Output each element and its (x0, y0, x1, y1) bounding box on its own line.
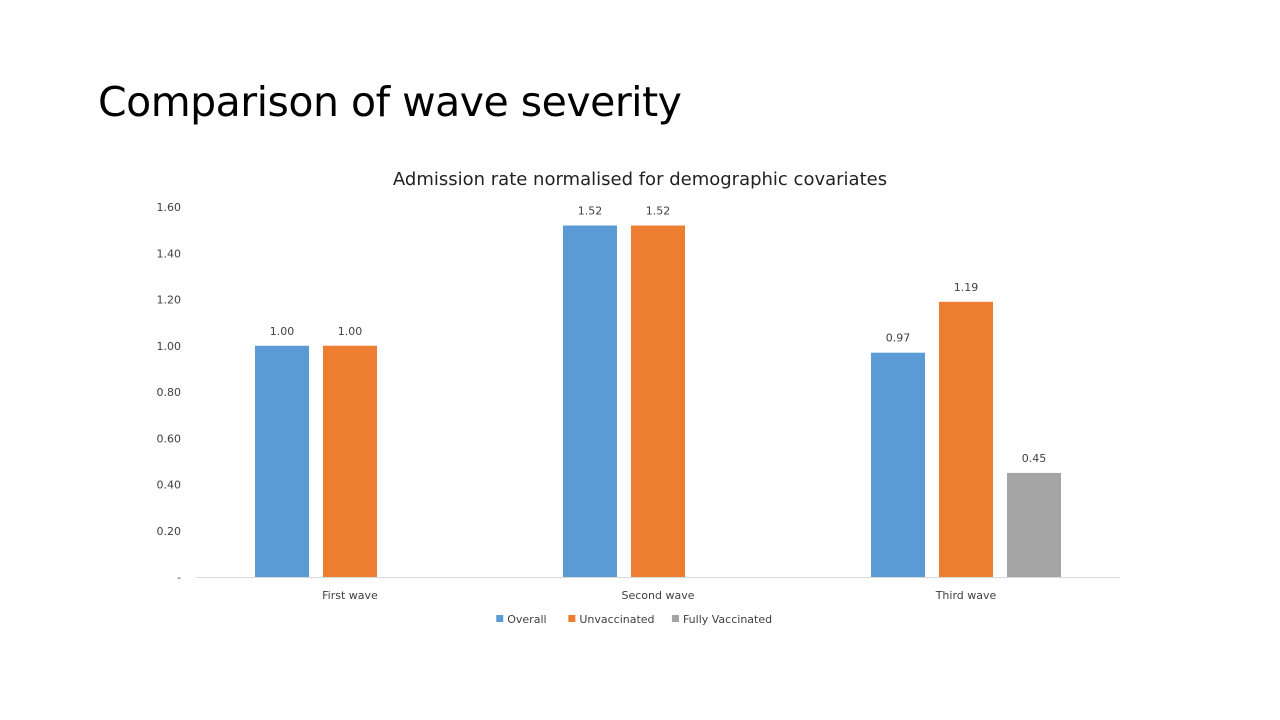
legend-swatch (671, 615, 679, 622)
slide-title: Comparison of wave severity (98, 78, 682, 126)
y-tick-label: 0.40 (157, 479, 182, 492)
y-tick-label: 0.20 (157, 525, 182, 538)
bar (1007, 472, 1061, 577)
bar (563, 225, 617, 577)
y-tick-label: 0.60 (157, 432, 182, 445)
y-tick-label: 0.80 (157, 386, 182, 399)
legend-label: Overall (507, 613, 546, 626)
bar (631, 225, 685, 577)
legend-swatch (496, 615, 504, 622)
bar (939, 301, 993, 577)
legend-label: Fully Vaccinated (683, 613, 772, 626)
x-tick-label: Second wave (622, 589, 695, 602)
data-label: 1.19 (954, 281, 979, 294)
chart-title: Admission rate normalised for demographi… (393, 169, 887, 190)
data-label: 1.52 (578, 205, 603, 218)
data-label: 0.97 (886, 332, 911, 345)
x-tick-label: First wave (322, 589, 378, 602)
bar (871, 352, 925, 577)
bar (323, 345, 377, 577)
y-tick-label: 1.00 (157, 340, 182, 353)
legend-label: Unvaccinated (579, 613, 654, 626)
data-label: 1.52 (646, 205, 671, 218)
y-tick-label: 1.20 (157, 294, 182, 307)
data-label: 1.00 (270, 325, 295, 338)
y-tick-label: 1.60 (157, 201, 182, 214)
x-tick-label: Third wave (935, 589, 997, 602)
data-label: 0.45 (1022, 452, 1047, 465)
bar (255, 345, 309, 577)
legend-swatch (568, 615, 576, 622)
data-label: 1.00 (338, 325, 363, 338)
y-tick-label: 1.40 (157, 247, 182, 260)
y-tick-label: - (177, 571, 181, 584)
